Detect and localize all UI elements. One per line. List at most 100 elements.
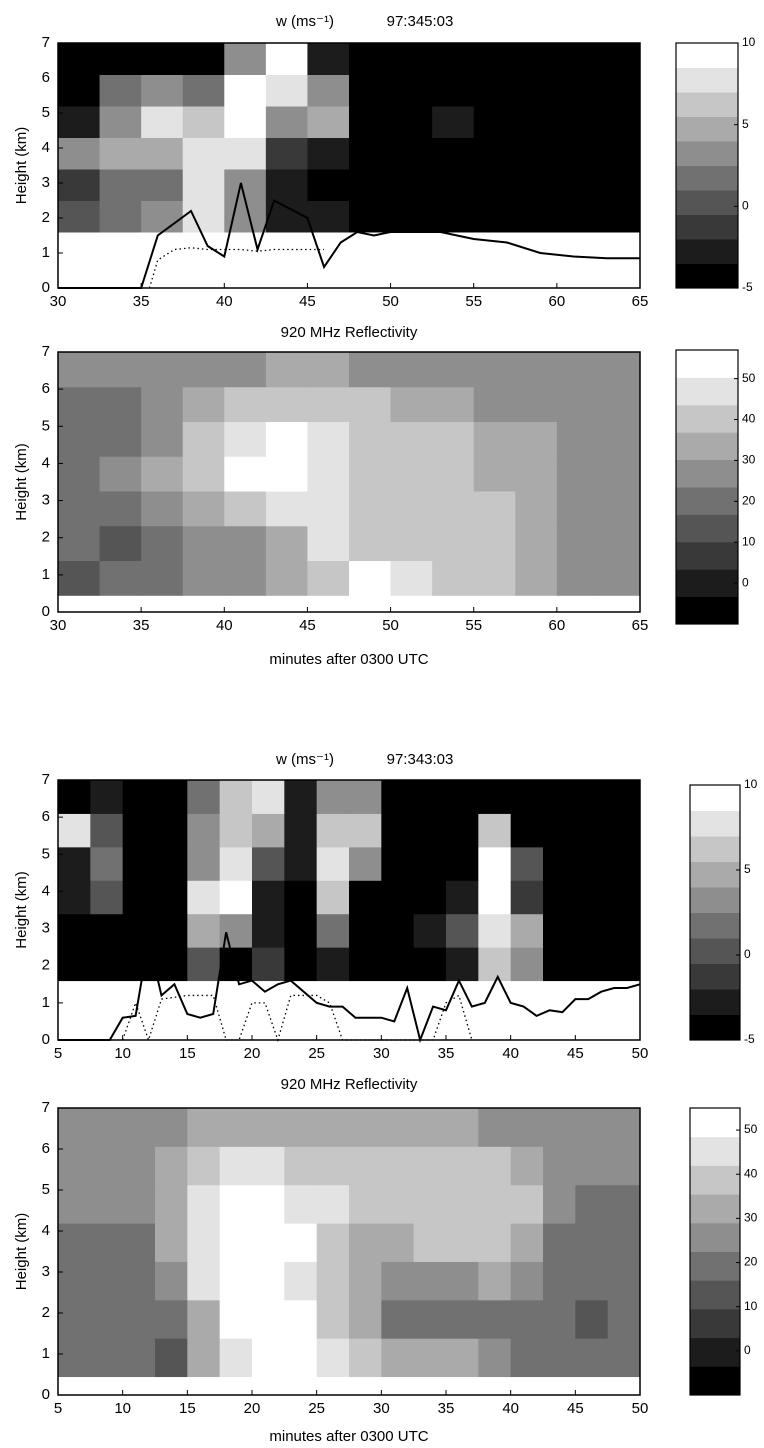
heatmap-cell [182, 74, 225, 107]
heatmap-cell [598, 560, 641, 596]
heatmap-cell [543, 846, 576, 881]
heatmap-cell [432, 456, 475, 492]
heatmap-cell [575, 846, 609, 881]
heatmap-cell [182, 525, 225, 562]
heatmap-cell [510, 1338, 544, 1378]
heatmap-cell [122, 880, 156, 915]
heatmap-cell [99, 169, 142, 201]
heatmap-cell [252, 1338, 285, 1378]
heatmap-cell [58, 846, 91, 881]
heatmap-cell [90, 1223, 124, 1262]
heatmap-cell [155, 1146, 188, 1186]
heatmap-cell [510, 913, 544, 948]
heatmap-cell [473, 491, 516, 527]
heatmap-cell [58, 1146, 91, 1186]
heatmap-cell [473, 200, 516, 233]
colorbar-tick-label: -5 [744, 1032, 755, 1046]
heatmap-cell [515, 352, 558, 388]
colorbar-step [690, 912, 740, 939]
heatmap-cell [252, 1108, 285, 1147]
x-tick-label: 40 [216, 293, 233, 310]
heatmap-cell [432, 386, 475, 423]
x-tick-label: 40 [216, 617, 233, 634]
y-tick-label: 1 [42, 244, 50, 261]
colorbar-tick-label: 50 [744, 1122, 758, 1136]
heatmap-cell [252, 880, 285, 915]
colorbar-step [676, 432, 738, 461]
heatmap-cell [349, 169, 392, 201]
heatmap-cell [515, 456, 558, 492]
heatmap-cell [607, 1261, 641, 1301]
y-tick-label: 3 [42, 174, 50, 191]
colorbar-frame [689, 1107, 741, 1396]
colorbar-step [690, 1136, 740, 1166]
heatmap-cell [187, 1146, 221, 1186]
chart-subtitle: 97:345:03 [387, 13, 454, 30]
heatmap-cell [349, 352, 392, 388]
x-tick-label: 10 [114, 1400, 131, 1417]
heatmap-cell [575, 780, 609, 814]
heatmap-cell [122, 1223, 156, 1262]
y-tick-label: 1 [42, 1345, 50, 1362]
heatmap-cell [515, 169, 558, 201]
heatmap-cell [349, 525, 392, 562]
heatmap-cell [307, 352, 350, 388]
heatmap-cell [58, 386, 101, 423]
heatmap-cell [122, 846, 156, 881]
heatmap-cell [515, 137, 558, 170]
heatmap-cell [390, 352, 433, 388]
colorbar-step [690, 1194, 740, 1224]
heatmap-cell [219, 846, 253, 881]
plot-frame [57, 779, 641, 1041]
heatmap-cell [598, 106, 641, 138]
heatmap-cell [265, 560, 308, 596]
heatmap-cell [99, 74, 142, 107]
colorbar-step [676, 569, 738, 598]
heatmap-cell [575, 913, 609, 948]
heatmap-cell [381, 1184, 415, 1224]
heatmap-cell [58, 813, 91, 848]
chart-title: 920 MHz Reflectivity [281, 1076, 418, 1093]
colorbar-tick-label: 5 [742, 117, 749, 131]
heatmap-cell [349, 1338, 382, 1378]
colorbar-tick-label: 40 [744, 1166, 758, 1180]
heatmap-cell [473, 106, 516, 138]
heatmap-cell [252, 1223, 285, 1262]
heatmap-cell [381, 1146, 415, 1186]
heatmap-cell [58, 352, 101, 388]
plot-frame [57, 351, 641, 613]
heatmap-cell [478, 1184, 512, 1224]
heatmap-cell [390, 421, 433, 457]
heatmap-cell [58, 560, 101, 596]
colorbar-tick-label: 5 [744, 862, 751, 876]
heatmap-cell [556, 525, 599, 562]
heatmap-cell [543, 1184, 576, 1224]
colorbar-frame [675, 349, 739, 625]
heatmap-cell [446, 1108, 479, 1147]
heatmap-cell [349, 1184, 382, 1224]
heatmap-cell [478, 1261, 512, 1301]
heatmap-cell [155, 1338, 188, 1378]
y-tick-label: 2 [42, 529, 50, 546]
heatmap-cell [265, 456, 308, 492]
heatmap-cell [575, 1299, 609, 1339]
x-tick-label: 30 [50, 293, 67, 310]
heatmap-cell [90, 1299, 124, 1339]
heatmap-cell [413, 1338, 447, 1378]
heatmap-cell [90, 1261, 124, 1301]
y-tick-label: 7 [42, 771, 50, 788]
heatmap-cell [187, 947, 221, 982]
heatmap-cell [284, 913, 318, 948]
heatmap-cell [349, 780, 382, 814]
y-tick-label: 6 [42, 69, 50, 86]
heatmap-cell [381, 1299, 415, 1339]
heatmap-cell [187, 913, 221, 948]
heatmap-cell [349, 200, 392, 233]
heatmap-cell [598, 525, 641, 562]
x-tick-label: 40 [502, 1400, 519, 1417]
y-tick-label: 5 [42, 417, 50, 434]
heatmap-cell [122, 813, 156, 848]
heatmap-cell [413, 1108, 447, 1147]
heatmap-cell [478, 780, 512, 814]
